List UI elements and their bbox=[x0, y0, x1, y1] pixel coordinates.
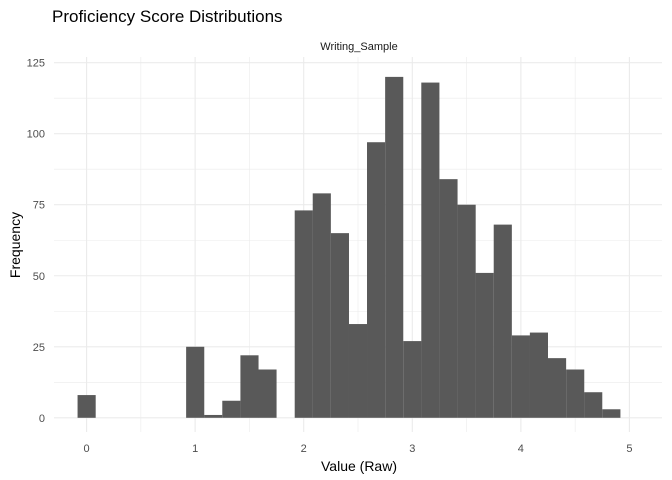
histogram-bar bbox=[566, 369, 585, 418]
y-tick-label: 75 bbox=[33, 200, 45, 212]
histogram-bar bbox=[511, 335, 530, 418]
x-axis-title: Value (Raw) bbox=[321, 458, 397, 474]
y-tick-label: 25 bbox=[33, 342, 45, 354]
histogram-bar bbox=[493, 224, 512, 418]
grid-lines bbox=[54, 57, 662, 432]
x-tick-label: 2 bbox=[301, 443, 307, 455]
y-tick-label: 50 bbox=[33, 271, 45, 283]
x-axis-ticks: 0 1 2 3 4 5 bbox=[84, 443, 633, 455]
histogram-bar bbox=[312, 193, 331, 418]
histogram-bar bbox=[258, 369, 277, 418]
histogram-bar bbox=[457, 204, 476, 418]
histogram-bar bbox=[204, 414, 223, 418]
x-tick-label: 3 bbox=[409, 443, 415, 455]
histogram-bar bbox=[602, 409, 621, 418]
histogram-bar bbox=[222, 400, 241, 418]
histogram-bar bbox=[348, 324, 368, 418]
x-tick-label: 0 bbox=[84, 443, 90, 455]
x-tick-label: 1 bbox=[192, 443, 198, 455]
histogram-bar bbox=[77, 395, 96, 418]
histogram-bar bbox=[475, 272, 494, 418]
histogram-bar bbox=[294, 210, 313, 418]
histogram-bar bbox=[529, 332, 548, 418]
histogram-bar bbox=[403, 341, 422, 418]
chart-title: Proficiency Score Distributions bbox=[52, 7, 283, 26]
histogram-bars bbox=[77, 76, 621, 418]
y-axis-title: Frequency bbox=[7, 212, 23, 278]
x-tick-label: 4 bbox=[518, 443, 524, 455]
histogram-bar bbox=[330, 233, 349, 418]
facet-label: Writing_Sample bbox=[320, 41, 397, 53]
histogram-bar bbox=[548, 358, 567, 418]
histogram-bar bbox=[385, 76, 404, 418]
y-axis-ticks: 0 25 50 75 100 125 bbox=[27, 58, 45, 425]
histogram-bar bbox=[421, 82, 440, 418]
histogram-bar bbox=[584, 392, 603, 418]
x-tick-label: 5 bbox=[626, 443, 632, 455]
y-tick-label: 0 bbox=[39, 413, 45, 425]
y-tick-label: 125 bbox=[27, 58, 45, 70]
histogram-bar bbox=[240, 355, 259, 418]
histogram-bar bbox=[186, 346, 205, 418]
y-tick-label: 100 bbox=[27, 129, 45, 141]
histogram-bar bbox=[439, 179, 458, 418]
histogram-bar bbox=[367, 142, 386, 418]
